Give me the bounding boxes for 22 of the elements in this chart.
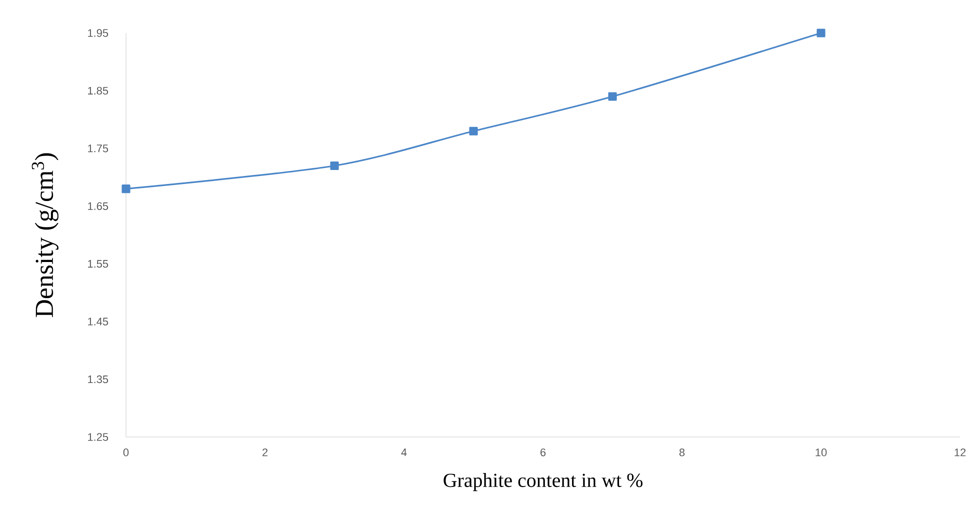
point <box>122 184 130 194</box>
x-tick-label: 2 <box>262 448 268 456</box>
point <box>608 92 617 101</box>
y-tick-label: 1.75 <box>88 144 108 152</box>
x-tick-label: 6 <box>540 448 546 456</box>
y-tick-label: 1.95 <box>88 29 108 37</box>
point <box>469 126 478 136</box>
y-axis-title: Density (g/cm$^{3}$) <box>32 153 58 318</box>
y-tick-label: 1.65 <box>88 202 108 210</box>
point <box>330 161 339 170</box>
point <box>816 28 826 38</box>
x-axis-title: Graphite content in wt % <box>444 473 642 492</box>
y-tick-label: 1.35 <box>88 375 108 384</box>
x-tick-label: 12 <box>954 448 966 456</box>
y-tick-label: 1.45 <box>88 318 108 326</box>
y-tick-label: 1.25 <box>88 433 108 441</box>
x-tick-label: 8 <box>679 448 685 456</box>
x-tick-label: 10 <box>816 448 827 456</box>
x-tick-label: 0 <box>123 448 129 456</box>
y-tick-label: 1.55 <box>88 260 108 268</box>
x-tick-label: 4 <box>401 448 407 456</box>
y-tick-label: 1.85 <box>88 86 108 95</box>
